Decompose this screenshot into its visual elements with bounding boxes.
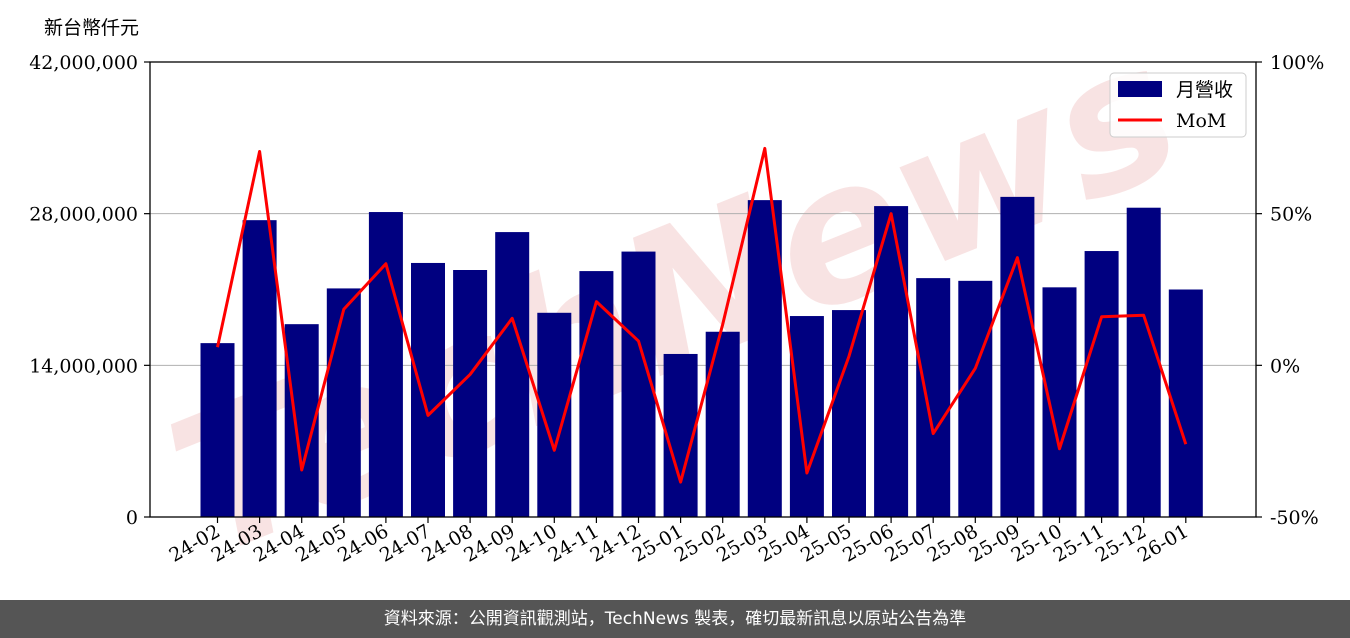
legend-label-revenue: 月營收 (1176, 79, 1233, 101)
revenue-bar (200, 343, 235, 517)
y-right-tick-label: 50% (1270, 204, 1312, 226)
revenue-bar (747, 200, 782, 517)
plot-frame (149, 61, 1257, 518)
revenue-bar (1126, 207, 1161, 518)
revenue-bar (453, 270, 488, 517)
mom-series (216, 146, 1188, 484)
revenue-bar (242, 220, 277, 517)
source-footer: 資料來源：公開資訊觀測站，TechNews 製表，確切最新訊息以原站公告為準 (0, 600, 1350, 638)
mom-line (216, 146, 1188, 484)
revenue-bar (916, 278, 951, 517)
revenue-bar (579, 271, 614, 517)
revenue-bar (1042, 287, 1077, 517)
y-right-tick-label: 0% (1270, 355, 1300, 377)
legend-swatch-bar (1118, 81, 1162, 97)
legend: 月營收 MoM (1109, 72, 1247, 138)
revenue-bar (705, 331, 740, 517)
y-left-tick-label: 14,000,000 (29, 355, 138, 377)
revenue-bar (1000, 196, 1035, 517)
revenue-bar (1168, 289, 1203, 517)
bar-series (200, 196, 1203, 518)
revenue-bar (368, 212, 403, 517)
revenue-bar (874, 206, 909, 518)
y-right-tick-label: 100% (1270, 52, 1324, 74)
revenue-bar (832, 310, 866, 517)
revenue-bar (411, 262, 445, 517)
revenue-chart: TechNews 新台幣仟元 014,000,00028,000,00042,0… (29, 0, 1324, 600)
y-left-tick-label: 28,000,000 (29, 204, 138, 226)
revenue-bar (789, 316, 824, 517)
legend-label-mom: MoM (1176, 110, 1226, 132)
y-right-tick-label: -50% (1270, 507, 1319, 529)
y-left-tick-label: 42,000,000 (29, 52, 138, 74)
revenue-bar (326, 288, 361, 517)
revenue-bar (1084, 251, 1119, 517)
y-unit-label: 新台幣仟元 (44, 17, 139, 39)
revenue-bar (495, 232, 530, 518)
y-left-tick-label: 0 (126, 507, 138, 529)
revenue-bar (958, 280, 993, 517)
revenue-bar (284, 324, 319, 517)
revenue-bar (621, 251, 656, 518)
